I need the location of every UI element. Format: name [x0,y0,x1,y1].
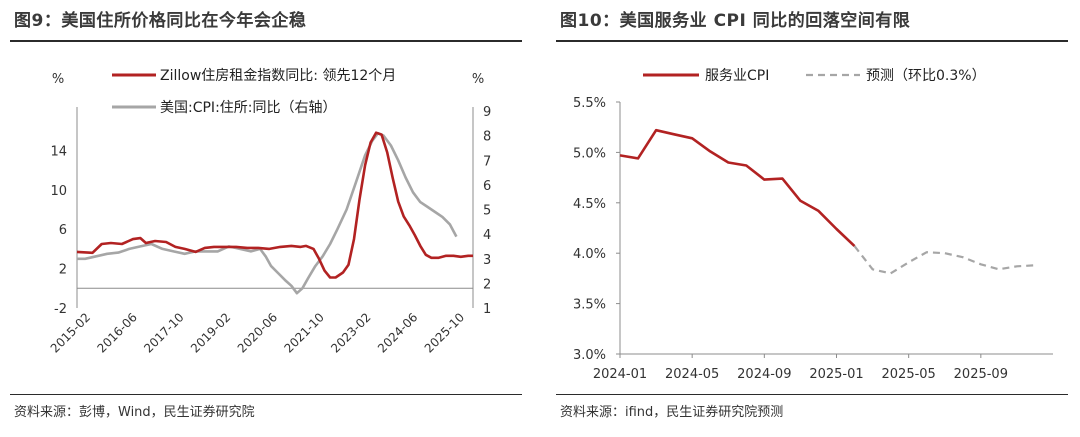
right-figure-panel: 图10：美国服务业 CPI 同比的回落空间有限 3.0% 3.5% 4.0% 4.5%… [556,0,1076,437]
x-tick-label: 2019-02 [188,310,233,355]
right-axis-unit: % [472,72,484,87]
zillow-rent-series-line [76,131,473,279]
right-y-tick-label: 5 [483,204,491,219]
legend-label-cpi: 美国:CPI:住所:同比（右轴） [160,100,337,116]
legend-label-services-cpi: 服务业CPI [705,68,769,84]
legend-label-zillow: Zillow住房租金指数同比: 领先12个月 [160,68,396,84]
right-y-tick-label: 1 [483,302,491,317]
right-y-tick-label: 6 [483,179,491,194]
x-tick-label: 2016-06 [95,310,140,355]
right-y-tick-label: 8 [483,130,491,145]
right-figure-title: 图10：美国服务业 CPI 同比的回落空间有限 [560,11,911,31]
left-axis-unit: % [52,72,64,87]
y-tick-label: 5.0% [573,146,606,161]
right-source-note: 资料来源：ifind，民生证券研究院预测 [560,405,784,420]
legend-label-forecast: 预测（环比0.3%） [866,68,986,84]
x-tick-label: 2024-09 [737,367,791,382]
left-y-tick-label: 6 [59,223,67,238]
forecast-series-line [853,245,1036,275]
left-source-note: 资料来源：彭博，Wind，民生证券研究院 [14,405,255,420]
x-tick-label: 2025-09 [954,367,1008,382]
right-source-rule [556,394,1068,395]
right-y-tick-label: 9 [483,105,491,120]
x-tick-label: 2024-05 [665,367,719,382]
left-y-tick-label: 2 [59,263,67,278]
right-y-tick-label: 4 [483,228,491,243]
right-title-rule [556,40,1068,42]
left-figure-title: 图9：美国住所价格同比在今年会企稳 [14,11,307,31]
cpi-shelter-series-line [77,131,458,295]
x-tick-label: 2020-06 [235,310,280,355]
left-y-tick-label: -2 [54,302,67,317]
left-y-tick-label: 10 [50,184,67,199]
left-line-chart: % % -2 2 6 10 14 1 2 3 4 5 6 7 8 9 2015-02 2016-06 2017-10… [48,68,492,356]
left-title-rule [10,40,522,42]
x-tick-label: 2021-10 [282,310,327,355]
y-tick-label: 5.5% [573,96,606,111]
x-tick-label: 2025-01 [809,367,863,382]
left-source-rule [10,394,522,395]
x-tick-label: 2025-10 [422,310,467,355]
y-tick-label: 4.0% [573,247,606,262]
y-tick-label: 3.0% [573,348,606,363]
right-y-tick-label: 3 [483,253,491,268]
x-tick-label: 2024-06 [375,310,420,355]
y-tick-label: 3.5% [573,298,606,313]
left-y-tick-label: 14 [50,144,67,159]
right-line-chart: 3.0% 3.5% 4.0% 4.5% 5.0% 5.5% 2024-01 2024-05 20… [573,68,1053,382]
services-cpi-series-line [619,128,856,248]
right-y-tick-label: 7 [483,154,491,169]
x-tick-label: 2025-05 [882,367,936,382]
left-figure-panel: 图9：美国住所价格同比在今年会企稳 %% -2 2 6 10 14 1 2 3 4 5 6 7 8 9 201… [10,0,530,437]
right-y-tick-label: 2 [483,277,491,292]
x-tick-label: 2023-02 [328,310,373,355]
x-tick-label: 2015-02 [48,310,93,355]
x-tick-label: 2017-10 [141,310,186,355]
y-tick-label: 4.5% [573,197,606,212]
x-tick-label: 2024-01 [593,367,647,382]
